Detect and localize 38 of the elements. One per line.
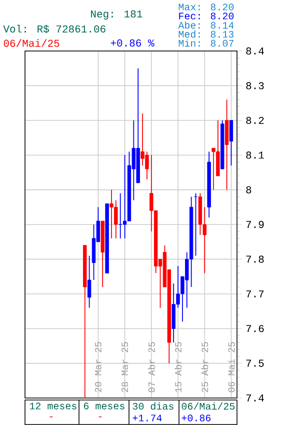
text: +0.86 % — [110, 39, 154, 47]
y-tick-label: 8.4 — [246, 47, 264, 55]
text: 6 meses — [84, 402, 124, 410]
text: Max: 8.20 — [178, 4, 234, 10]
candlestick — [87, 255, 92, 308]
candlestick — [229, 120, 234, 166]
y-tick-label: 7.9 — [246, 220, 264, 228]
candlestick — [122, 154, 127, 239]
text: 12 meses — [30, 402, 76, 410]
y-tick-label: 8.2 — [246, 116, 264, 124]
y-tick-label: 7.4 — [246, 394, 264, 402]
y-tick-label: 7.8 — [246, 256, 264, 263]
text: +0.86 — [182, 414, 211, 422]
y-tick-label: 7.7 — [246, 290, 264, 298]
text: Vol: R$ 72861.06 — [3, 24, 106, 34]
x-tick-label: 06 Mai 25 — [228, 342, 235, 392]
text: Neg: 181 — [91, 10, 142, 20]
y-tick-label: 8.1 — [246, 152, 264, 159]
text: Min: 8.07 — [178, 39, 234, 47]
text: +1.74 — [132, 414, 162, 422]
candlestick — [118, 192, 122, 239]
y-tick-label: 7.5 — [246, 360, 264, 367]
x-tick-label: 25 Abr 25 — [201, 342, 208, 392]
y-tick-label: 8.3 — [246, 82, 264, 90]
text: Fec: 8.20 — [179, 12, 234, 20]
x-tick-label: 15 Abr 25 — [174, 342, 182, 392]
y-tick-label: 8 — [246, 186, 252, 194]
text: - — [98, 416, 102, 418]
text: 06/Mai/25 — [182, 402, 235, 410]
text: 30 dias — [132, 402, 174, 410]
text: Abe: 8.14 — [178, 21, 234, 29]
x-tick-label: 28 Mar 25 — [122, 342, 128, 392]
text: 06/Mai/25 — [4, 39, 60, 47]
y-tick-label: 7.6 — [246, 325, 264, 332]
x-tick-label: 07 Abr 25 — [148, 342, 155, 392]
text: - — [50, 416, 53, 418]
text: Med: 8.13 — [178, 30, 234, 38]
x-tick-label: 20 Mar 25 — [94, 342, 102, 392]
